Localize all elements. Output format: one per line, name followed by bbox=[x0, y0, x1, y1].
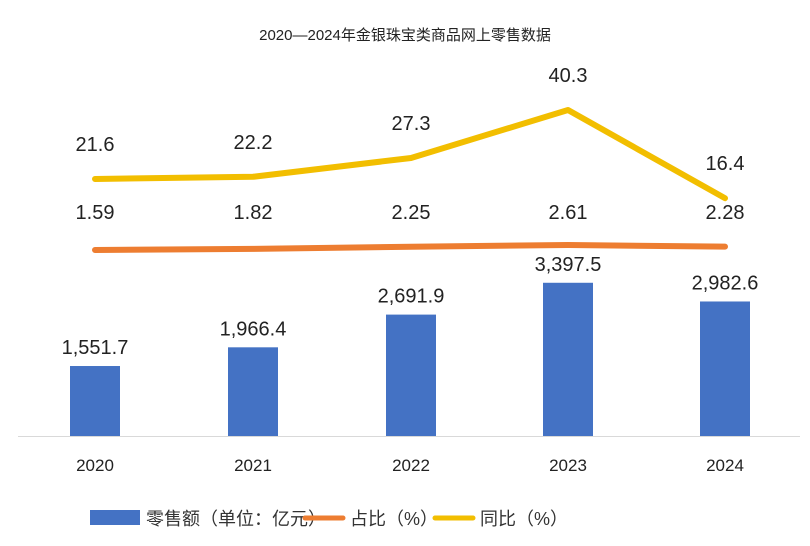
x-tick-2023: 2023 bbox=[549, 456, 587, 475]
bar-2021 bbox=[228, 347, 278, 436]
bar-label-2021: 1,966.4 bbox=[220, 318, 287, 340]
bar-label-2023: 3,397.5 bbox=[535, 254, 602, 276]
yoy-label-2024: 16.4 bbox=[706, 153, 745, 175]
yoy-label-2021: 22.2 bbox=[234, 132, 273, 154]
yoy-label-2022: 27.3 bbox=[392, 113, 431, 135]
legend-swatch-bar bbox=[90, 510, 140, 525]
share-line bbox=[92, 242, 728, 253]
share-label-2021: 1.82 bbox=[234, 202, 273, 224]
x-tick-2022: 2022 bbox=[392, 456, 430, 475]
share-label-2023: 2.61 bbox=[549, 202, 588, 224]
bar-label-2024: 2,982.6 bbox=[692, 272, 759, 294]
chart-title: 2020—2024年金银珠宝类商品网上零售数据 bbox=[259, 27, 551, 44]
share-label-2020: 1.59 bbox=[76, 202, 115, 224]
x-tick-2024: 2024 bbox=[706, 456, 744, 475]
legend-label-share: 占比（%） bbox=[350, 509, 438, 529]
x-tick-2020: 2020 bbox=[76, 456, 114, 475]
bar-2020 bbox=[70, 366, 120, 436]
share-label-2022: 2.25 bbox=[392, 202, 431, 224]
yoy-label-2023: 40.3 bbox=[549, 65, 588, 87]
legend-label-yoy: 同比（%） bbox=[480, 509, 568, 529]
bar-label-2020: 1,551.7 bbox=[62, 337, 129, 359]
yoy-line bbox=[92, 106, 728, 202]
legend-label-bar: 零售额（单位：亿元） bbox=[146, 509, 326, 529]
bar-2023 bbox=[543, 282, 593, 436]
legend: 零售额（单位：亿元） 占比（%） 同比（%） bbox=[90, 509, 568, 529]
bar-2022 bbox=[386, 314, 436, 436]
yoy-label-2020: 21.6 bbox=[76, 134, 115, 156]
x-tick-2021: 2021 bbox=[234, 456, 272, 475]
bar-2024 bbox=[700, 301, 750, 436]
share-label-2024: 2.28 bbox=[706, 202, 745, 224]
bar-label-2022: 2,691.9 bbox=[378, 286, 445, 308]
